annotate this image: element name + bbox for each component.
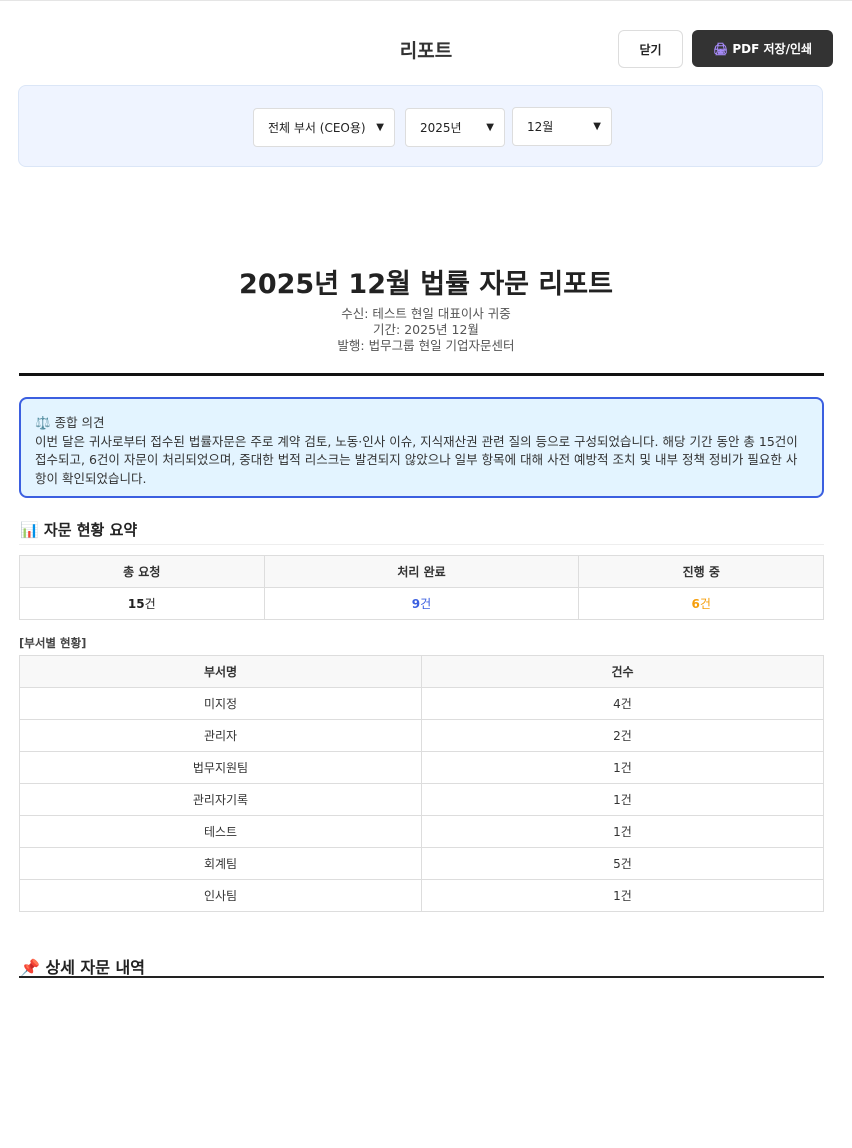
- table-row: 인사팀 1건: [19, 879, 824, 912]
- department-label: [부서별 현황]: [19, 636, 87, 650]
- department-name: 테스트: [19, 815, 422, 848]
- overall-opinion: ⚖️ 종합 의견 이번 달은 귀사로부터 접수된 법률자문은 주로 계약 검토,…: [19, 397, 824, 498]
- table-row: 법무지원팀 1건: [19, 751, 824, 784]
- summary-heading: 📊 자문 현황 요약: [20, 519, 137, 540]
- department-count: 1건: [421, 751, 824, 784]
- report-meta: 수신: 테스트 현일 대표이사 귀중 기간: 2025년 12월 발행: 법무그…: [0, 306, 852, 354]
- chevron-down-icon: ▼: [593, 121, 601, 132]
- summary-unit: 건: [699, 597, 711, 611]
- department-count: 1건: [421, 783, 824, 816]
- bar-chart-icon: 📊: [20, 521, 39, 539]
- summary-value: 6건: [578, 587, 824, 620]
- details-heading: 📌 상세 자문 내역: [20, 954, 145, 978]
- month-value: 12월: [527, 120, 554, 134]
- department-count: 1건: [421, 815, 824, 848]
- details-heading-text: 상세 자문 내역: [45, 958, 145, 977]
- department-name: 관리자: [19, 719, 422, 752]
- filter-panel: 전체 부서 (CEO용) ▼ 2025년 ▼ 12월 ▼: [18, 85, 823, 167]
- pdf-label: PDF 저장/인쇄: [732, 42, 813, 56]
- opinion-body: 이번 달은 귀사로부터 접수된 법률자문은 주로 계약 검토, 노동·인사 이슈…: [35, 433, 798, 486]
- summary-number: 6: [691, 597, 700, 611]
- department-name: 인사팀: [19, 879, 422, 912]
- department-name: 미지정: [19, 687, 422, 720]
- department-count: 4건: [421, 687, 824, 720]
- table-row: 미지정 4건: [19, 687, 824, 720]
- department-name: 회계팀: [19, 847, 422, 880]
- department-count: 1건: [421, 879, 824, 912]
- month-select[interactable]: 12월 ▼: [512, 107, 612, 146]
- close-button[interactable]: 닫기: [618, 30, 683, 68]
- recipient: 수신: 테스트 현일 대표이사 귀중: [341, 306, 511, 321]
- opinion-heading: 종합 의견: [54, 415, 105, 430]
- header-count: 건수: [421, 655, 824, 688]
- period: 기간: 2025년 12월: [373, 322, 479, 337]
- department-select[interactable]: 전체 부서 (CEO용) ▼: [253, 108, 395, 147]
- header-progress: 진행 중: [578, 555, 824, 588]
- summary-number: 9: [411, 597, 421, 611]
- table-row: 관리자기록 1건: [19, 783, 824, 816]
- details-divider: [19, 976, 824, 978]
- department-count: 5건: [421, 847, 824, 880]
- summary-unit: 건: [144, 597, 156, 611]
- summary-unit: 건: [420, 597, 432, 611]
- title-divider: [19, 373, 824, 376]
- chevron-down-icon: ▼: [376, 122, 384, 133]
- issuer: 발행: 법무그룹 현일 기업자문센터: [337, 338, 515, 353]
- page-title: 리포트: [399, 40, 453, 62]
- top-divider: [0, 0, 852, 1]
- balance-scale-icon: ⚖️: [35, 415, 51, 430]
- department-table: 부서명 건수 미지정 4건 관리자 2건 법무지원팀 1건 관리자기록 1건 테스트 1건 회계팀 5건…: [19, 655, 824, 912]
- section-divider: [19, 544, 824, 545]
- summary-heading-text: 자문 현황 요약: [43, 521, 138, 539]
- department-value: 전체 부서 (CEO용): [268, 121, 366, 135]
- department-count: 2건: [421, 719, 824, 752]
- summary-number: 15: [127, 597, 145, 611]
- pdf-print-button[interactable]: 🖨 PDF 저장/인쇄: [692, 30, 833, 67]
- department-name: 법무지원팀: [19, 751, 422, 784]
- chevron-down-icon: ▼: [486, 122, 494, 133]
- table-row: 관리자 2건: [19, 719, 824, 752]
- header: 리포트 닫기 🖨 PDF 저장/인쇄: [0, 30, 852, 68]
- report-title: 2025년 12월 법률 자문 리포트: [239, 269, 613, 300]
- summary-value: 9건: [263, 587, 580, 620]
- year-select[interactable]: 2025년 ▼: [405, 108, 505, 147]
- summary-table: 총 요청 처리 완료 진행 중 15건 9건 6건: [19, 555, 824, 620]
- header-total: 총 요청: [19, 555, 265, 588]
- summary-value: 15건: [19, 587, 265, 620]
- table-row: 테스트 1건: [19, 815, 824, 848]
- printer-icon: 🖨: [712, 42, 729, 56]
- year-value: 2025년: [420, 121, 462, 135]
- table-row: 회계팀 5건: [19, 847, 824, 880]
- header-department: 부서명: [19, 655, 422, 688]
- pushpin-icon: 📌: [20, 958, 40, 977]
- header-done: 처리 완료: [263, 555, 580, 588]
- department-name: 관리자기록: [19, 783, 422, 816]
